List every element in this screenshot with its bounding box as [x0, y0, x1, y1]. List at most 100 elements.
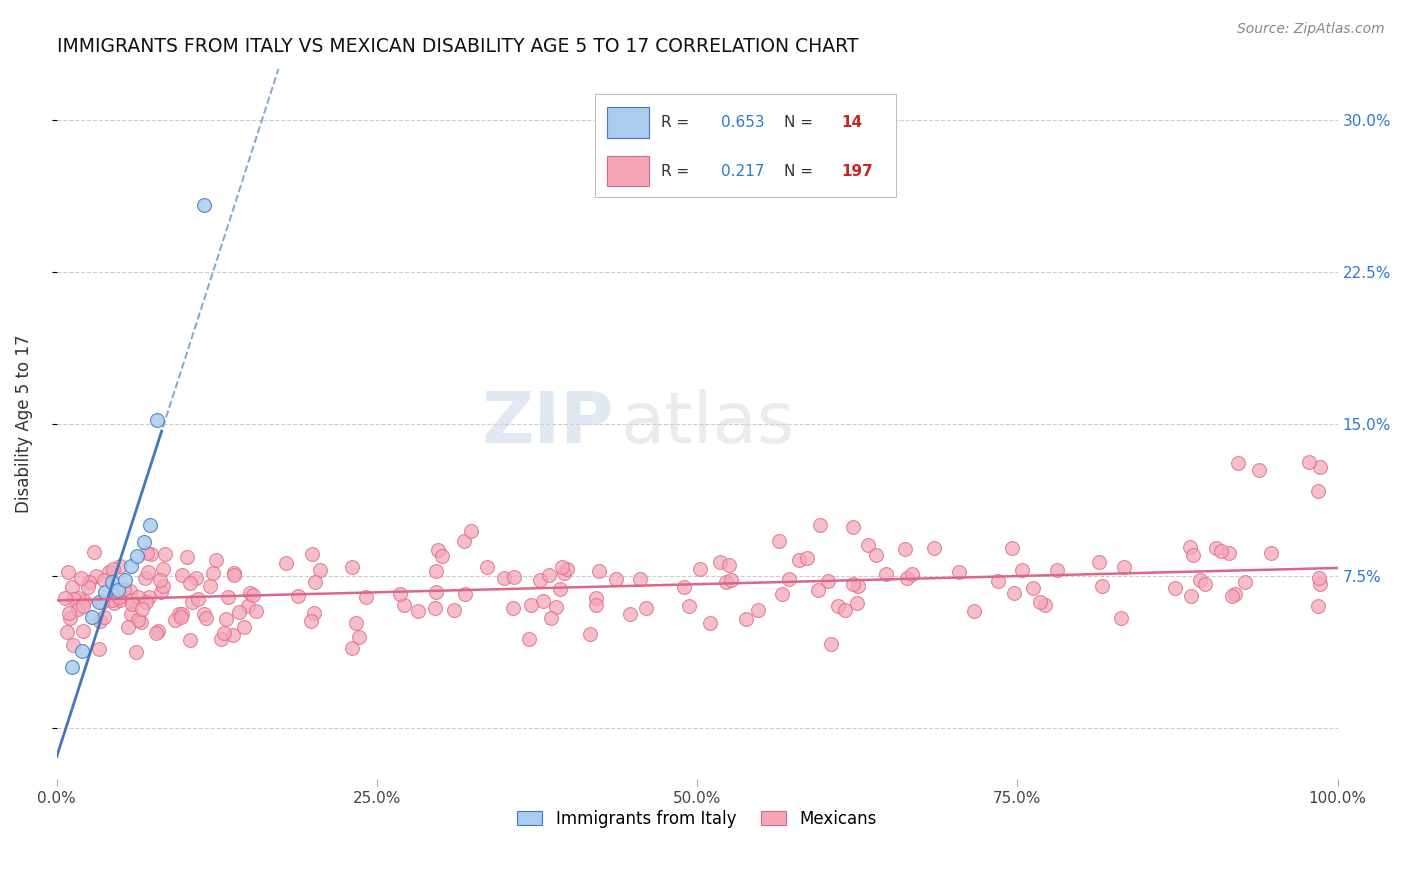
Point [678, 599, 700, 614]
Text: Source: ZipAtlas.com: Source: ZipAtlas.com [1237, 22, 1385, 37]
Point [717, 558, 740, 573]
Point [787, 553, 810, 567]
Point [425, 585, 447, 599]
Point [124, 645, 146, 659]
Point [209, 632, 232, 646]
Point [139, 547, 162, 561]
Y-axis label: Disability Age 5 to 17: Disability Age 5 to 17 [15, 334, 32, 513]
Point [150, 585, 173, 599]
Point [796, 551, 818, 566]
Point [98, 565, 121, 579]
Point [238, 599, 260, 613]
Point [72, 599, 94, 613]
Text: IMMIGRANTS FROM ITALY VS MEXICAN DISABILITY AGE 5 TO 17 CORRELATION CHART: IMMIGRANTS FROM ITALY VS MEXICAN DISABIL… [56, 37, 858, 56]
Point [1189, 573, 1212, 587]
Point [820, 637, 842, 651]
Point [1306, 599, 1329, 613]
Point [846, 596, 869, 610]
Point [108, 593, 131, 607]
Point [107, 590, 129, 604]
Point [1227, 456, 1250, 470]
Point [84, 569, 107, 583]
Point [181, 595, 204, 609]
Point [1220, 589, 1243, 603]
Point [347, 631, 370, 645]
Point [70, 571, 93, 585]
Point [287, 590, 309, 604]
Point [1011, 563, 1033, 577]
Point [138, 591, 160, 605]
Point [179, 576, 201, 591]
Point [127, 549, 149, 563]
Point [619, 607, 641, 621]
Point [922, 541, 945, 555]
Point [145, 626, 167, 640]
Point [101, 592, 124, 607]
Legend: Immigrants from Italy, Mexicans: Immigrants from Italy, Mexicans [510, 803, 883, 835]
Point [1260, 546, 1282, 560]
Point [579, 627, 602, 641]
Point [354, 590, 377, 604]
Point [58, 607, 80, 621]
Point [120, 558, 142, 573]
Point [222, 628, 245, 642]
Point [301, 547, 323, 561]
Point [222, 566, 245, 581]
Point [453, 587, 475, 601]
Point [1233, 575, 1256, 590]
Point [827, 599, 849, 613]
Point [76, 581, 98, 595]
Point [1091, 579, 1114, 593]
Point [135, 595, 157, 609]
Point [425, 564, 447, 578]
Point [176, 550, 198, 565]
Point [720, 573, 742, 587]
Point [215, 612, 238, 626]
Point [201, 566, 224, 581]
Point [1022, 581, 1045, 595]
Point [1309, 460, 1331, 475]
Point [901, 567, 924, 582]
Point [588, 565, 610, 579]
Point [865, 548, 887, 562]
Point [987, 574, 1010, 589]
Point [432, 549, 454, 564]
Point [53, 591, 76, 605]
Point [100, 575, 122, 590]
Point [544, 599, 567, 614]
Point [1218, 546, 1240, 560]
Point [460, 524, 482, 538]
Point [673, 580, 696, 594]
Point [93, 610, 115, 624]
Point [520, 598, 543, 612]
Point [876, 567, 898, 582]
Point [502, 570, 524, 584]
Point [195, 611, 218, 625]
Point [1002, 586, 1025, 600]
Point [778, 572, 800, 586]
Point [120, 607, 142, 621]
Point [747, 602, 769, 616]
Point [165, 613, 187, 627]
Point [1164, 581, 1187, 595]
Point [58, 565, 80, 579]
Point [585, 598, 607, 612]
Point [548, 582, 571, 596]
Point [1194, 576, 1216, 591]
Point [101, 561, 124, 575]
Point [834, 603, 856, 617]
Point [309, 563, 332, 577]
Point [856, 538, 879, 552]
Point [443, 603, 465, 617]
Point [1109, 610, 1132, 624]
Point [60, 580, 83, 594]
Point [121, 598, 143, 612]
Point [134, 571, 156, 585]
Point [735, 612, 758, 626]
Point [1223, 587, 1246, 601]
Point [89, 641, 111, 656]
Point [66, 602, 89, 616]
Point [1308, 571, 1330, 585]
Point [139, 518, 162, 533]
Point [555, 562, 578, 576]
